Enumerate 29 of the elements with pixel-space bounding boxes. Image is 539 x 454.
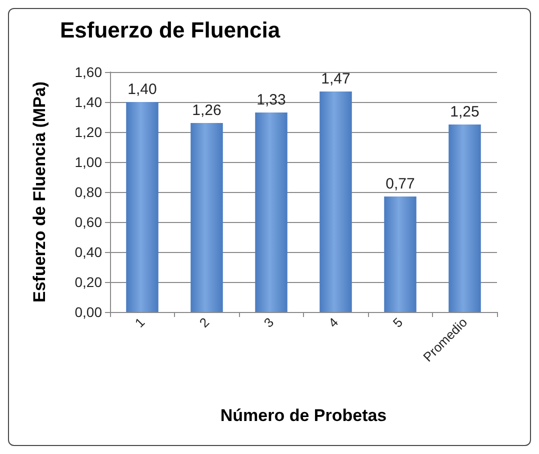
bar bbox=[190, 123, 223, 312]
x-tick-label: 2 bbox=[196, 314, 212, 330]
y-tick-label: 1,00 bbox=[74, 154, 102, 170]
bar bbox=[384, 196, 416, 312]
y-tick-label: 0,80 bbox=[74, 184, 102, 200]
data-label: 1,40 bbox=[128, 81, 157, 98]
y-tick-label: 0,40 bbox=[74, 244, 102, 260]
chart-title: Esfuerzo de Fluencia bbox=[60, 18, 281, 42]
data-label: 1,25 bbox=[450, 104, 480, 120]
bar bbox=[255, 112, 288, 312]
x-tick-label: 1 bbox=[132, 314, 148, 330]
x-tick-label: 5 bbox=[390, 314, 406, 330]
x-tick-label: 4 bbox=[325, 314, 342, 330]
data-label: 1,26 bbox=[192, 102, 222, 119]
y-tick-label: 1,20 bbox=[74, 124, 102, 140]
y-tick-label: 0,00 bbox=[74, 304, 102, 320]
x-tick-label: 3 bbox=[260, 314, 277, 330]
data-label: 1,33 bbox=[256, 92, 286, 108]
y-tick-label: 0,60 bbox=[74, 214, 102, 230]
bar bbox=[126, 102, 158, 312]
x-axis-title: Número de Probetas bbox=[220, 406, 387, 425]
data-label: 0,77 bbox=[386, 176, 415, 192]
bar bbox=[320, 92, 352, 312]
y-tick-label: 0,20 bbox=[74, 274, 102, 290]
bar bbox=[448, 124, 481, 312]
y-tick-label: 1,40 bbox=[74, 94, 102, 110]
y-tick-label: 1,60 bbox=[74, 64, 102, 80]
data-label: 1,47 bbox=[321, 70, 350, 88]
y-axis-title: Esfuerzo de Fluencia (MPa) bbox=[30, 81, 49, 303]
